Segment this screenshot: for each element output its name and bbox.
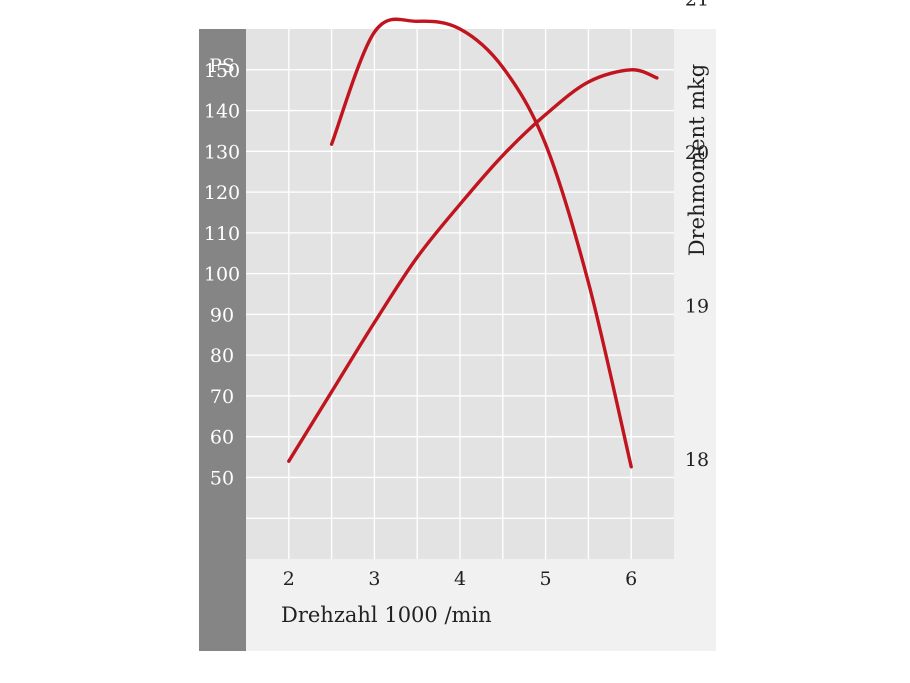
power-curve [287,68,659,463]
y-right-tick-label: 20 [685,142,709,164]
y-left-tick-label: 90 [210,304,234,326]
y-left-tick-label: 60 [210,427,234,449]
y-left-tick-label: 140 [204,101,240,123]
left-axis-band [199,29,246,651]
grid-lines [246,29,674,559]
x-axis-band [246,559,716,651]
y-left-axis-label: PS [209,55,235,77]
y-right-axis-label: Drehmoment mkg [685,64,709,256]
y-left-tick-label: 130 [204,141,240,163]
right-axis-band [674,29,716,651]
x-axis-label: Drehzahl 1000 /min [281,603,492,627]
y-left-tick-label: 110 [204,223,240,245]
x-tick-label: 6 [625,568,637,590]
torque-curve [329,17,633,469]
x-tick-label: 5 [540,568,552,590]
y-right-tick-label: 18 [685,449,709,471]
x-tick-label: 2 [283,568,295,590]
y-right-tick-label: 21 [685,0,709,10]
y-left-tick-label: 100 [204,264,240,286]
y-right-tick-label: 19 [685,296,709,318]
tick-labels: 150 140 130 120 110 100 90 80 70 60 50 21 20 19 18 2 3 4 5… [204,0,709,590]
curves [287,17,659,469]
x-tick-label: 4 [454,568,466,590]
x-tick-label: 3 [368,568,380,590]
y-left-tick-label: 50 [210,467,234,489]
y-left-tick-label: 150 [204,60,240,82]
y-left-tick-label: 80 [210,345,234,367]
y-left-tick-label: 120 [204,182,240,204]
y-left-tick-label: 70 [210,386,234,408]
